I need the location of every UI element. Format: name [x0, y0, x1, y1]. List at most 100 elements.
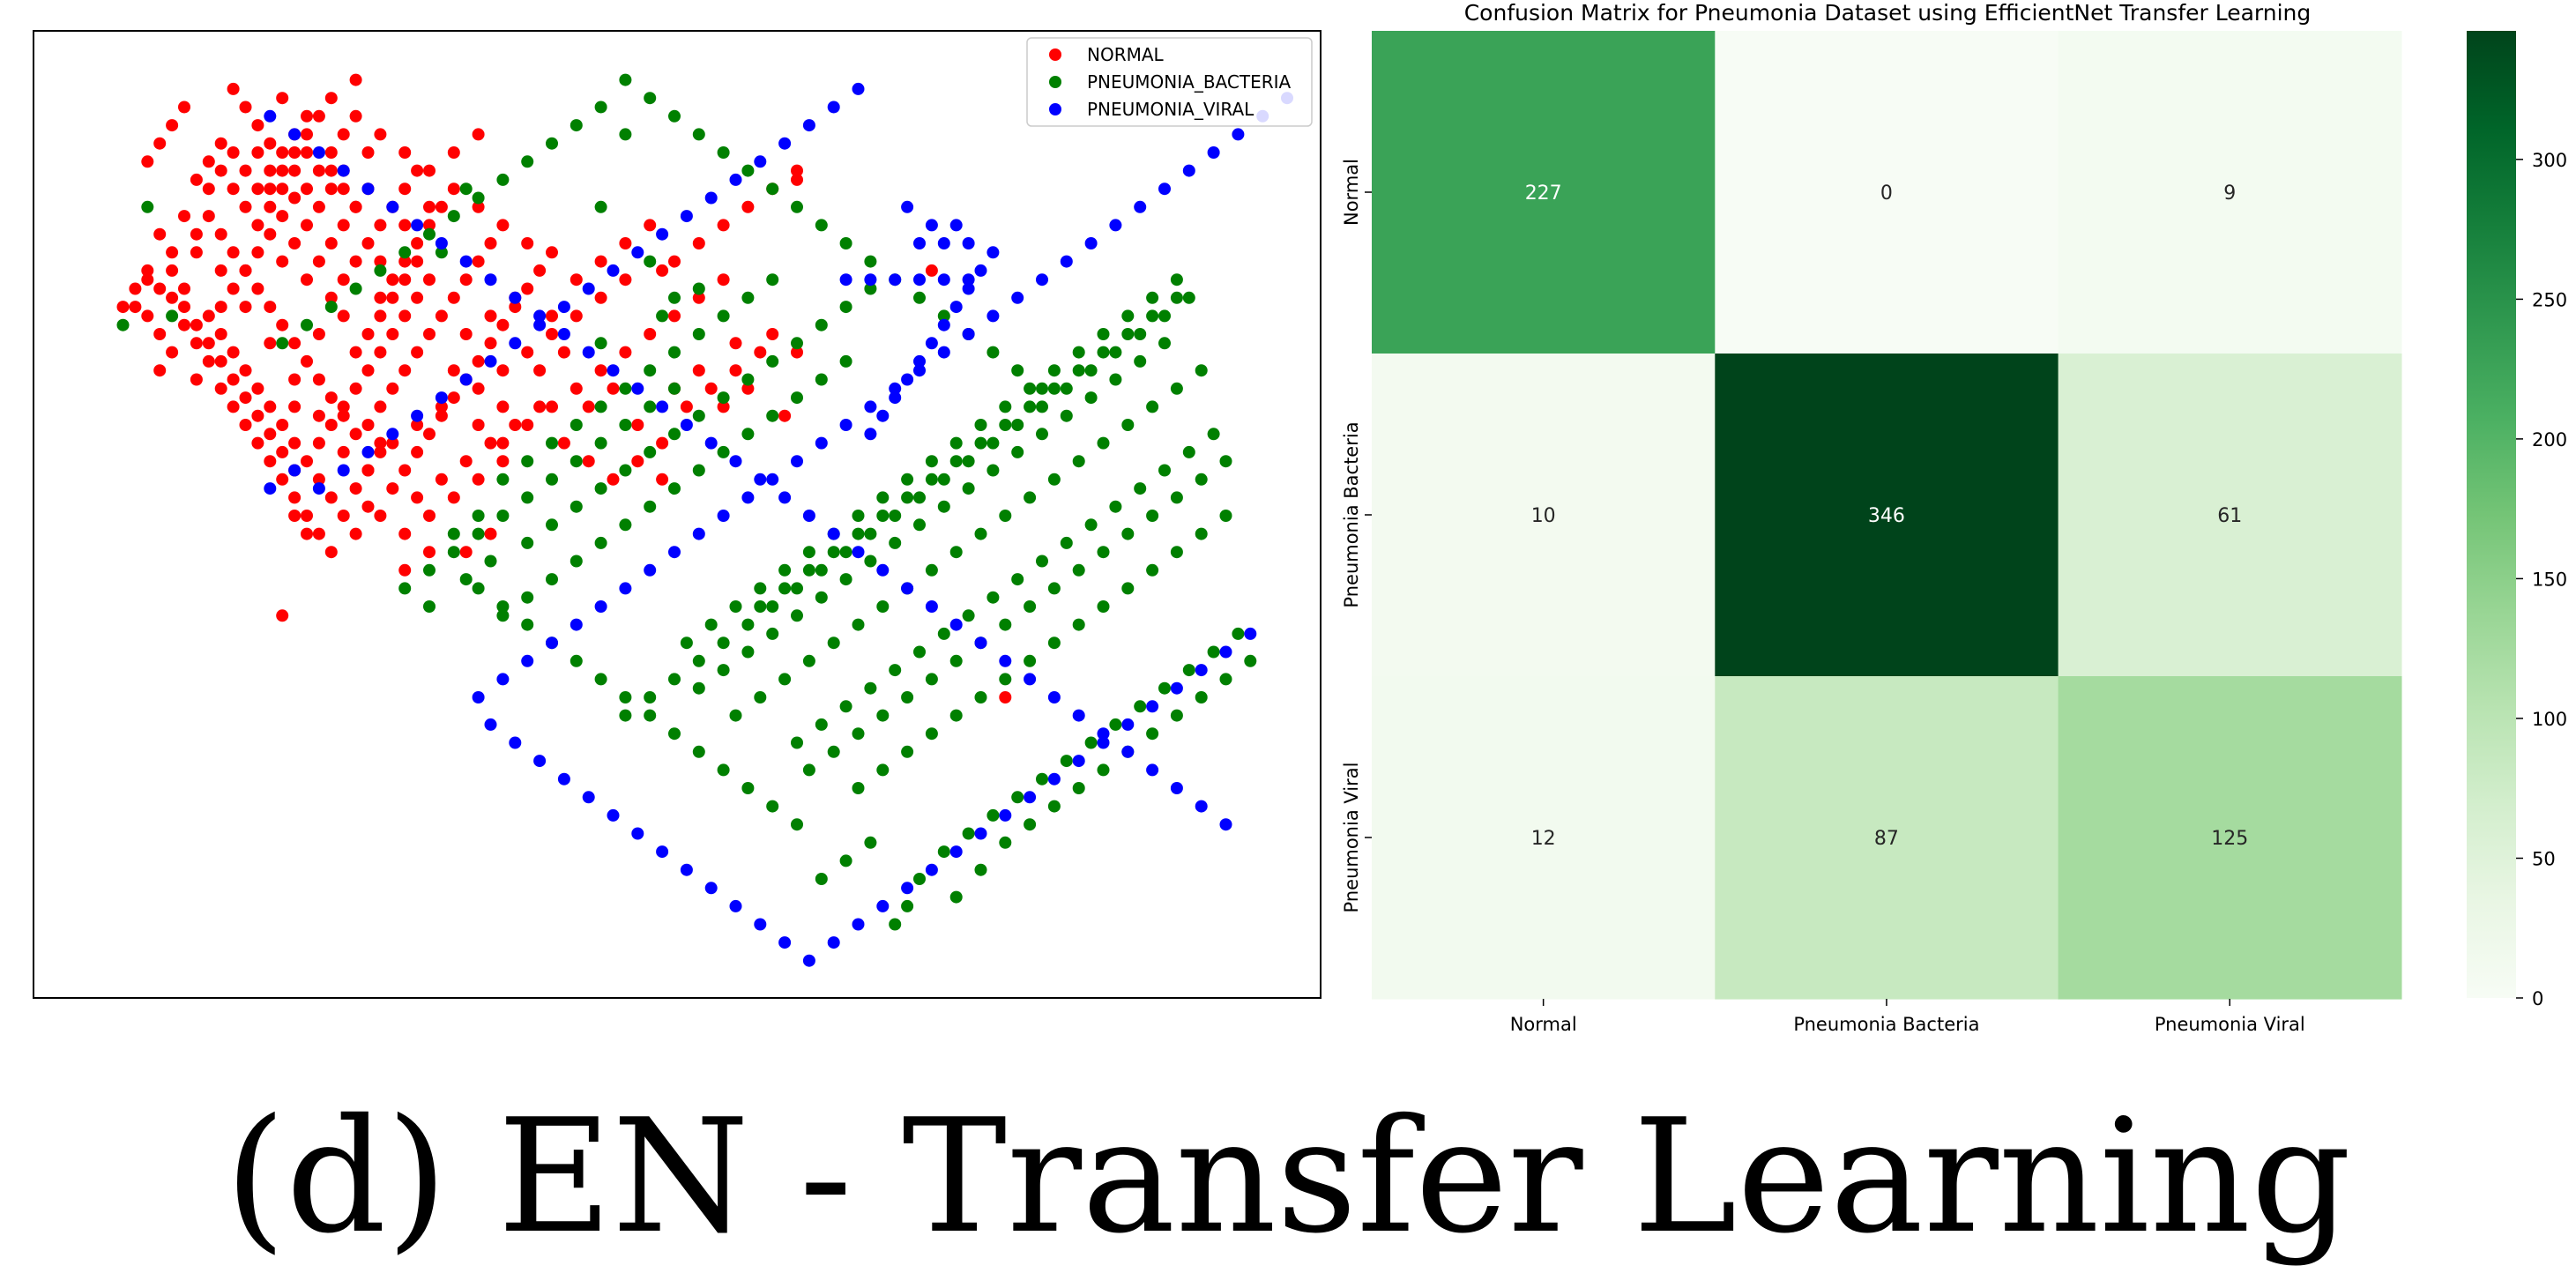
scatter-point-normal — [190, 318, 203, 331]
scatter-point-normal — [496, 455, 510, 468]
scatter-point-normal — [644, 328, 657, 340]
scatter-point-pneumonia-bacteria — [1036, 428, 1048, 441]
scatter-point-pneumonia-bacteria — [644, 255, 657, 268]
scatter-point-normal — [239, 301, 252, 314]
scatter-point-pneumonia-bacteria — [546, 573, 558, 586]
scatter-point-pneumonia-bacteria — [791, 818, 803, 831]
scatter-point-normal — [644, 219, 657, 232]
scatter-point-pneumonia-bacteria — [619, 518, 632, 532]
scatter-point-pneumonia-bacteria — [827, 636, 840, 650]
scatter-point-normal — [214, 227, 227, 241]
scatter-point-pneumonia-bacteria — [594, 436, 607, 450]
scatter-point-normal — [349, 482, 362, 495]
scatter-point-pneumonia-viral — [864, 273, 877, 287]
scatter-point-normal — [324, 291, 338, 304]
scatter-point-normal — [190, 246, 203, 259]
scatter-point-pneumonia-viral — [937, 273, 950, 287]
scatter-point-pneumonia-bacteria — [668, 109, 681, 123]
scatter-point-normal — [153, 364, 167, 377]
heatmap-cell — [2058, 676, 2402, 1000]
scatter-point-pneumonia-bacteria — [692, 282, 705, 295]
scatter-point-pneumonia-bacteria — [301, 318, 313, 331]
legend-label: NORMAL — [1087, 44, 1165, 65]
scatter-point-pneumonia-viral — [949, 845, 963, 859]
scatter-point-normal — [178, 210, 190, 223]
scatter-point-pneumonia-viral — [411, 409, 424, 422]
scatter-point-pneumonia-bacteria — [1011, 791, 1024, 804]
scatter-point-normal — [484, 337, 497, 350]
scatter-point-pneumonia-bacteria — [1060, 536, 1073, 549]
scatter-point-pneumonia-bacteria — [546, 473, 558, 486]
scatter-point-normal — [423, 200, 436, 213]
heatmap-cell-value: 9 — [2223, 182, 2236, 205]
scatter-point-normal — [227, 182, 240, 196]
scatter-point-pneumonia-bacteria — [766, 182, 779, 196]
scatter-point-pneumonia-bacteria — [1182, 664, 1195, 677]
scatter-point-pneumonia-bacteria — [1024, 654, 1037, 667]
scatter-point-pneumonia-bacteria — [839, 301, 852, 314]
scatter-point-normal — [374, 436, 387, 450]
scatter-point-normal — [411, 237, 424, 249]
scatter-point-normal — [312, 436, 325, 450]
scatter-point-normal — [337, 182, 350, 196]
scatter-point-pneumonia-viral — [557, 772, 570, 785]
scatter-point-normal — [153, 328, 167, 340]
scatter-point-pneumonia-viral — [484, 718, 497, 731]
scatter-point-pneumonia-bacteria — [815, 591, 828, 604]
scatter-point-pneumonia-viral — [889, 391, 902, 405]
scatter-point-pneumonia-viral — [1036, 273, 1048, 287]
scatter-point-pneumonia-bacteria — [1158, 309, 1171, 323]
scatter-point-pneumonia-bacteria — [986, 591, 1000, 604]
scatter-point-normal — [227, 400, 240, 413]
scatter-point-pneumonia-bacteria — [778, 673, 792, 686]
heatmap-cell — [1715, 31, 2059, 354]
scatter-point-pneumonia-bacteria — [889, 664, 902, 677]
scatter-point-pneumonia-viral — [949, 219, 963, 232]
scatter-point-pneumonia-viral — [949, 301, 963, 314]
scatter-point-pneumonia-viral — [1219, 818, 1232, 831]
scatter-point-normal — [717, 273, 730, 287]
scatter-point-normal — [435, 400, 448, 413]
scatter-point-pneumonia-bacteria — [741, 164, 755, 177]
scatter-point-pneumonia-bacteria — [901, 491, 914, 504]
scatter-point-pneumonia-bacteria — [619, 709, 632, 722]
scatter-point-normal — [459, 455, 473, 468]
scatter-point-pneumonia-viral — [1084, 237, 1098, 249]
scatter-point-normal — [264, 337, 277, 350]
scatter-point-normal — [472, 128, 485, 141]
scatter-point-pneumonia-viral — [656, 400, 669, 413]
scatter-point-normal — [754, 346, 767, 359]
scatter-point-normal — [374, 309, 387, 323]
scatter-point-normal — [521, 419, 534, 431]
scatter-point-pneumonia-bacteria — [741, 373, 755, 386]
scatter-point-pneumonia-bacteria — [521, 618, 534, 631]
scatter-point-normal — [301, 146, 313, 159]
scatter-point-pneumonia-viral — [631, 246, 644, 259]
scatter-point-pneumonia-viral — [582, 346, 595, 359]
heatmap-x-axis: Normal Pneumonia Bacteria Pneumonia Viral — [1510, 999, 2305, 1035]
scatter-point-normal — [374, 128, 387, 141]
scatter-point-normal — [374, 510, 387, 522]
scatter-point-pneumonia-viral — [704, 882, 718, 895]
scatter-point-pneumonia-viral — [754, 155, 767, 168]
scatter-point-pneumonia-bacteria — [901, 473, 914, 486]
scatter-point-pneumonia-bacteria — [949, 654, 963, 667]
scatter-point-normal — [202, 354, 215, 368]
scatter-point-normal — [153, 227, 167, 241]
scatter-point-pneumonia-bacteria — [1011, 573, 1024, 586]
scatter-point-pneumonia-viral — [264, 109, 277, 123]
scatter-point-pneumonia-bacteria — [619, 464, 632, 477]
scatter-point-pneumonia-bacteria — [447, 527, 460, 540]
scatter-point-pneumonia-bacteria — [925, 473, 938, 486]
scatter-point-pneumonia-bacteria — [827, 745, 840, 758]
scatter-point-pneumonia-bacteria — [1134, 328, 1147, 340]
scatter-point-pneumonia-bacteria — [1195, 527, 1208, 540]
scatter-point-pneumonia-viral — [459, 373, 473, 386]
scatter-point-normal — [447, 391, 460, 405]
scatter-point-pneumonia-viral — [949, 618, 963, 631]
scatter-point-normal — [264, 227, 277, 241]
scatter-point-pneumonia-bacteria — [116, 318, 130, 331]
scatter-point-normal — [129, 301, 142, 314]
scatter-point-pneumonia-bacteria — [1060, 755, 1073, 768]
scatter-point-pneumonia-viral — [1097, 727, 1110, 741]
